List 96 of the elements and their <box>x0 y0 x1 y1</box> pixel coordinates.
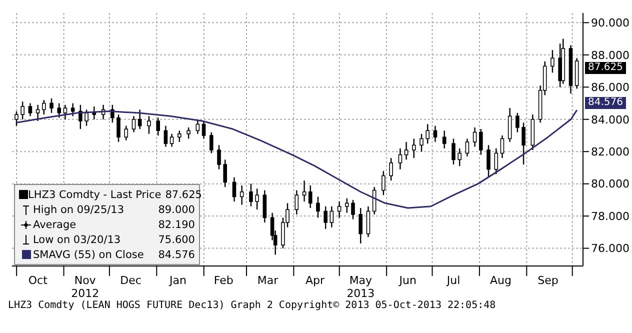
candlestick <box>412 138 416 159</box>
candlestick <box>458 148 462 167</box>
candlestick <box>452 138 456 166</box>
candlestick <box>84 109 88 126</box>
candlestick <box>345 198 349 214</box>
legend-label: SMAVG (55) on Close <box>33 248 145 260</box>
candlestick <box>202 120 206 140</box>
candlestick <box>486 144 490 178</box>
candlestick <box>116 114 120 143</box>
annotation: Average <box>33 218 78 230</box>
candlestick <box>516 112 520 133</box>
candlestick <box>138 109 142 130</box>
x-tick-label: Jul <box>446 274 460 287</box>
y-tick-label: 76.000 <box>591 242 630 256</box>
candlestick <box>500 134 504 159</box>
candlestick <box>70 102 75 117</box>
x-tick-label: May 2013 <box>346 274 375 300</box>
candlestick <box>358 207 363 244</box>
annotation: High on 09/25/13 <box>33 204 126 216</box>
x-tick-label: Oct <box>28 274 48 287</box>
annotation: 84.576 <box>158 248 195 260</box>
candlestick <box>420 133 424 152</box>
candlestick <box>196 120 200 134</box>
annotation: 82.190 <box>158 218 195 230</box>
x-tick-label: Jan <box>168 274 186 287</box>
candlestick <box>92 106 96 120</box>
candlestick <box>302 180 306 202</box>
candlestick <box>508 107 512 143</box>
candlestick <box>178 130 182 143</box>
candlestick <box>223 159 227 188</box>
candlestick <box>522 122 526 166</box>
annotation: 89.000 <box>158 204 195 216</box>
y-tick-label: 78.000 <box>591 210 630 223</box>
x-tick-label: Jun <box>398 274 417 287</box>
text: LHZ3 Comdty (LEAN HOGS FUTURE Dec13) Graph 2 Copyright© 2013 05-Oct-2013 22:05:48 <box>8 300 497 311</box>
candlestick <box>50 98 54 114</box>
candlestick <box>262 190 267 224</box>
annotation: 75.600 <box>158 234 195 246</box>
x-tick-label: Sep <box>538 274 558 287</box>
candlestick <box>433 125 438 143</box>
candlestick <box>217 144 221 170</box>
candlestick <box>494 148 498 175</box>
candlestick <box>324 206 328 230</box>
candlestick <box>472 126 477 148</box>
y-tick-label: 86.000 <box>591 81 630 94</box>
candlestick <box>124 125 128 141</box>
candlestick <box>404 141 408 160</box>
candlestick <box>20 101 24 120</box>
candlestick <box>156 117 160 136</box>
candlestick <box>389 157 393 182</box>
candlestick <box>170 133 174 148</box>
candlestick <box>42 99 46 116</box>
candlestick <box>382 170 386 196</box>
text: 87.625 <box>588 62 623 73</box>
y-tick-label: 90.000 <box>591 16 630 30</box>
candlestick <box>147 116 151 134</box>
x-tick-label: Nov 2012 <box>71 274 100 300</box>
candlestick <box>442 130 446 149</box>
candlestick <box>308 184 312 209</box>
candlestick <box>351 199 355 220</box>
candlestick <box>240 184 244 206</box>
candlestick <box>337 200 342 218</box>
candlestick <box>186 126 190 140</box>
candlestick <box>132 116 136 133</box>
candlestick <box>294 190 299 216</box>
y-tick-label: 88.000 <box>591 48 630 62</box>
candlestick <box>14 110 18 126</box>
candlestick <box>232 176 236 202</box>
candlestick <box>28 102 32 117</box>
annotation: Low on 03/20/13 <box>33 234 122 246</box>
candlestick <box>366 206 370 238</box>
x-tick-label: Dec <box>120 274 142 287</box>
candlestick <box>36 104 40 122</box>
candlestick <box>249 183 253 207</box>
candlestick <box>479 128 483 156</box>
text: 84.576 <box>588 97 623 108</box>
candlestick <box>164 125 168 148</box>
legend-label: LHZ3 Comdty - Last Price <box>28 188 162 200</box>
candlestick <box>209 132 214 154</box>
candlestick <box>426 124 430 144</box>
y-tick-label: 80.000 <box>591 178 630 191</box>
candlestick <box>316 196 320 218</box>
candlestick <box>255 188 259 210</box>
candlestick <box>63 104 68 120</box>
candlestick <box>330 206 334 228</box>
x-tick-label: Apr <box>305 274 325 287</box>
candlestick <box>465 138 470 158</box>
annotation: 87.625 <box>165 188 202 200</box>
candlestick <box>398 148 402 170</box>
y-tick-label: 84.000 <box>591 113 630 126</box>
y-tick-label: 82.000 <box>591 145 630 158</box>
candlestick <box>550 49 554 74</box>
x-tick-label: Mar <box>257 274 279 287</box>
x-tick-label: Aug <box>490 274 512 287</box>
x-tick-label: Feb <box>214 274 234 287</box>
candlestick <box>57 102 62 118</box>
